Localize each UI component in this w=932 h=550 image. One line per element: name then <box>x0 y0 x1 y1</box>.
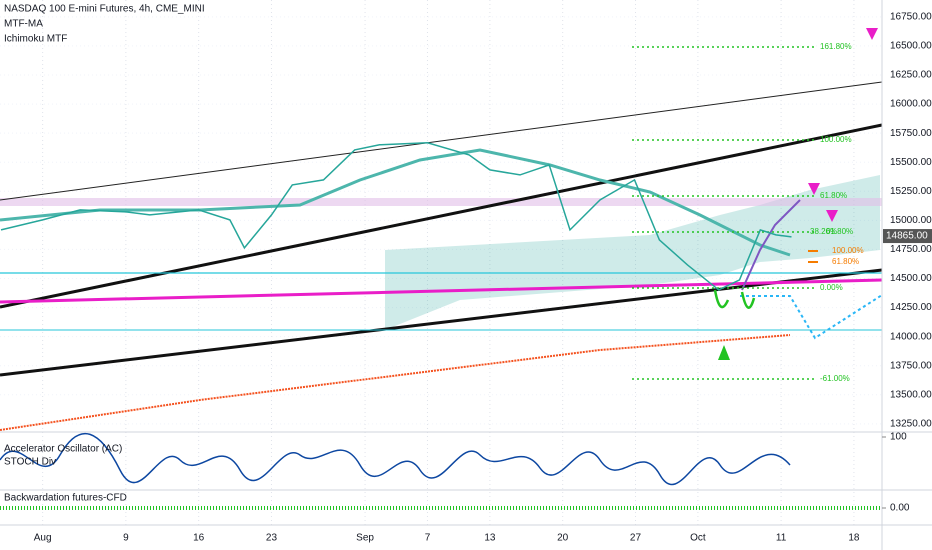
fib-label: 0.00% <box>820 283 843 292</box>
fib-label: 161.80% <box>820 42 852 51</box>
fib-label: 61.80% <box>826 227 853 236</box>
y-tick-label: 15250.00 <box>890 186 932 197</box>
indicator-name: Accelerator Oscillator (AC) <box>4 444 122 455</box>
y-tick-label: 14750.00 <box>890 244 932 255</box>
x-tick-label: 13 <box>484 533 496 544</box>
oscillator <box>0 433 791 486</box>
y-tick-label: 14500.00 <box>890 273 932 284</box>
y-tick-label: 15750.00 <box>890 128 932 139</box>
x-tick-label: 18 <box>848 533 860 544</box>
y-tick-label: 14250.00 <box>890 302 932 313</box>
fib-label: -61.00% <box>820 374 850 383</box>
magenta-line <box>0 278 883 304</box>
fib-label: 38.20% <box>810 227 837 236</box>
fib-label: 61.80% <box>832 257 859 266</box>
fib-lines <box>632 46 815 380</box>
y-tick-label: 16500.00 <box>890 41 932 52</box>
orange-ma <box>0 334 791 431</box>
y-tick-label: 16250.00 <box>890 70 932 81</box>
x-tick-label: 20 <box>557 533 569 544</box>
arrow-down <box>866 28 878 40</box>
x-tick-label: 23 <box>266 533 278 544</box>
x-tick-label: 11 <box>776 533 787 544</box>
indicator-name: Backwardation futures-CFD <box>4 493 127 504</box>
pattern <box>713 289 756 309</box>
indicator-name: STOCH Div <box>4 457 56 468</box>
y-tick-label: 15500.00 <box>890 157 932 168</box>
x-tick-label: 27 <box>630 533 642 544</box>
x-tick-label: Oct <box>690 533 706 544</box>
legend-item: Ichimoku MTF <box>4 34 67 45</box>
x-tick-label: 16 <box>193 533 205 544</box>
x-tick-label: 7 <box>425 533 431 544</box>
last-price: 14865.00 <box>886 231 928 242</box>
y-tick-label: 16000.00 <box>890 99 932 110</box>
y-tick-label: 0.00 <box>890 503 910 514</box>
y-tick-label: 13750.00 <box>890 360 932 371</box>
fib-label: 100.00% <box>832 246 864 255</box>
fib-label: 100.00% <box>820 135 852 144</box>
trend-line <box>0 123 883 309</box>
legend-item: MTF-MA <box>4 19 43 30</box>
fib-label: 61.80% <box>820 191 847 200</box>
x-tick-label: Sep <box>356 533 374 544</box>
y-tick-label: 14000.00 <box>890 331 932 342</box>
grid <box>0 0 882 525</box>
y-tick-label: 15000.00 <box>890 215 932 226</box>
price-line <box>0 142 792 291</box>
projection <box>740 294 883 340</box>
x-tick-label: Aug <box>34 533 52 544</box>
y-tick-label: 13250.00 <box>890 419 932 430</box>
cloud <box>385 175 880 330</box>
price-badge <box>883 229 932 244</box>
y-tick-label: 100 <box>890 432 907 443</box>
y-tick-label: 16750.00 <box>890 12 932 23</box>
trend-line <box>0 81 883 201</box>
zone <box>0 198 882 206</box>
arrow-down <box>808 183 838 222</box>
arrow-up <box>718 345 730 360</box>
trend-line <box>0 268 883 377</box>
y-tick-label: 13500.00 <box>890 389 932 400</box>
x-tick-label: 9 <box>123 533 129 544</box>
projection <box>741 199 801 291</box>
chart-title: NASDAQ 100 E-mini Futures, 4h, CME_MINI <box>4 4 205 15</box>
